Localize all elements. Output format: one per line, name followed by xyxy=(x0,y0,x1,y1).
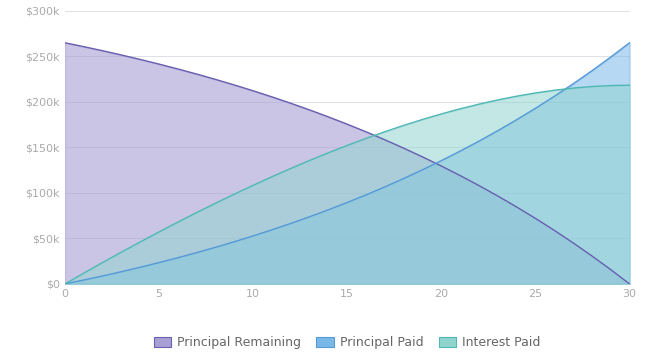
Legend: Principal Remaining, Principal Paid, Interest Paid: Principal Remaining, Principal Paid, Int… xyxy=(149,331,546,354)
